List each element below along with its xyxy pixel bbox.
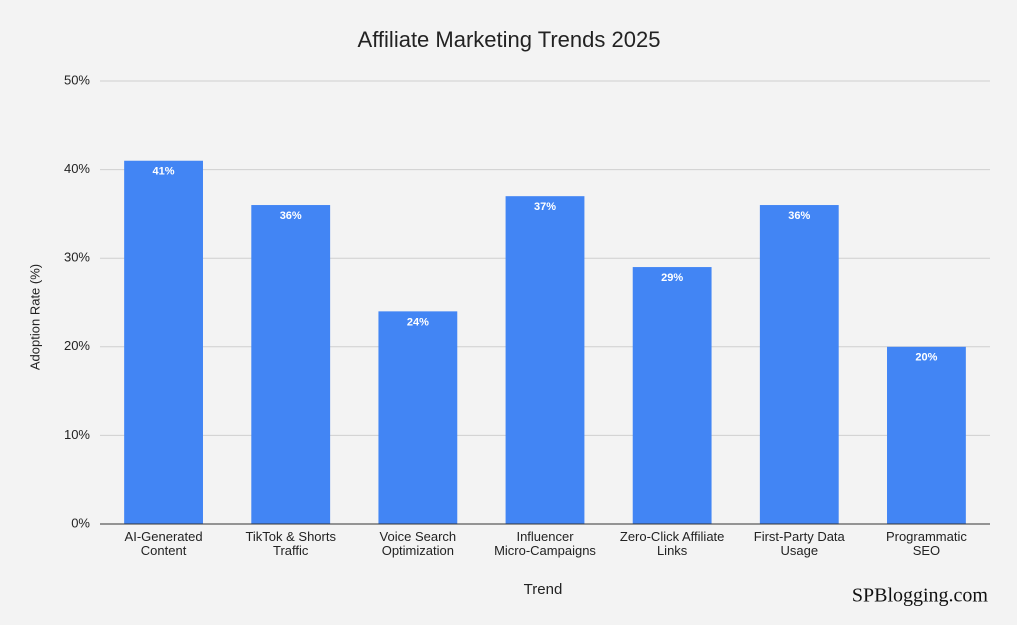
value-label: 24% [407,316,429,328]
y-tick-label: 50% [64,72,90,87]
y-tick-label: 0% [71,515,90,530]
value-label: 41% [153,166,175,178]
bar [632,267,712,524]
value-label: 36% [788,210,810,222]
x-axis-label: Trend [524,581,563,598]
bar [759,205,839,525]
y-tick-label: 20% [64,338,90,353]
y-tick-label: 40% [64,161,90,176]
value-label: 36% [280,210,302,222]
x-tick-label: Influencer Micro-Campaigns [494,529,596,558]
y-axis-label: Adoption Rate (%) [27,264,42,370]
bar [251,205,331,525]
value-label: 37% [534,201,556,213]
x-tick-label: AI-Generated Content [125,529,203,558]
y-tick-label: 10% [64,427,90,442]
x-tick-label: Voice Search Optimization [380,529,457,558]
x-tick-label: Zero-Click Affiliate Links [620,529,725,558]
bar [887,346,966,524]
chart-title: Affiliate Marketing Trends 2025 [358,27,661,52]
bar [378,311,458,524]
x-tick-label: Programmatic SEO [886,529,967,558]
watermark: SPBlogging.com [852,585,989,607]
bar [124,160,203,525]
x-tick-label: First-Party Data Usage [754,529,846,558]
y-tick-label: 30% [64,250,90,265]
value-label: 29% [661,272,683,284]
value-label: 20% [915,352,937,364]
x-tick-label: TikTok & Shorts Traffic [245,529,336,558]
bar [505,196,585,524]
